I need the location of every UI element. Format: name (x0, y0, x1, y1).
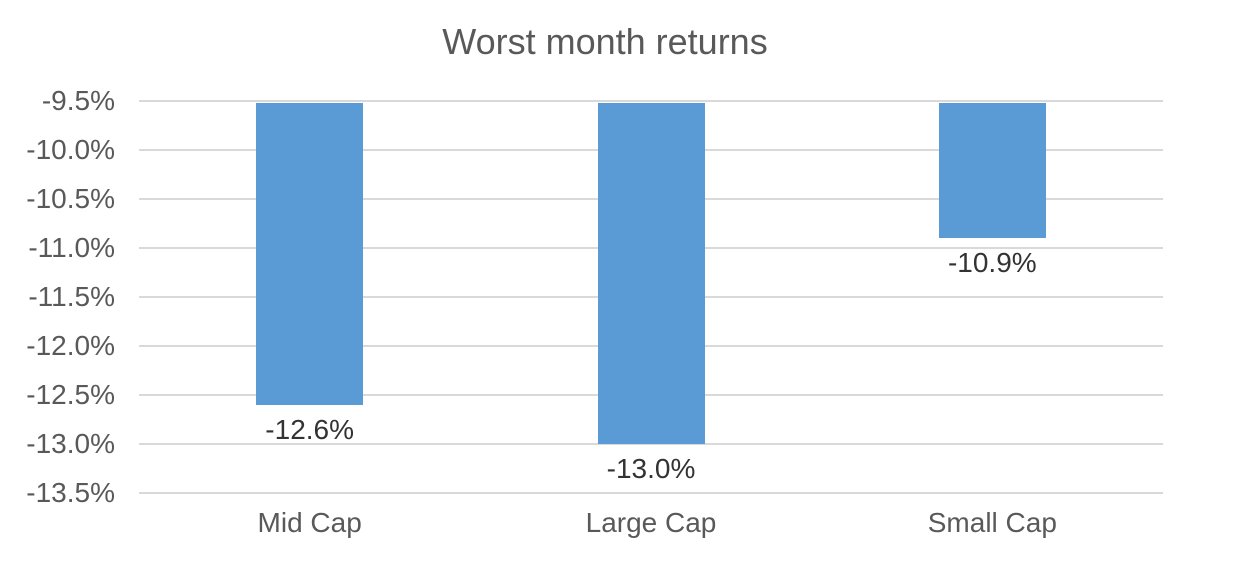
x-category-label-mid-cap: Mid Cap (257, 507, 362, 538)
gridline (139, 492, 1163, 494)
y-tick-label: -10.5% (26, 183, 115, 214)
y-tick-label: -11.0% (28, 232, 115, 263)
y-tick-label: -12.0% (26, 330, 115, 361)
y-tick-label: -11.5% (28, 281, 115, 312)
chart-title: Worst month returns (442, 21, 768, 62)
y-tick-label: -13.0% (26, 428, 115, 459)
bar-small-cap (938, 103, 1046, 239)
y-tick-label: -12.5% (26, 379, 115, 410)
y-tick-label: -10.0% (26, 134, 115, 165)
plot-area: -12.6% -13.0% -10.9% (139, 100, 1163, 494)
x-axis: Mid Cap Large Cap Small Cap (139, 509, 1163, 543)
gridline (139, 100, 1163, 102)
y-tick-label: -9.5% (41, 85, 115, 116)
y-tick-label: -13.5% (26, 477, 115, 508)
data-label-small-cap: -10.9% (947, 247, 1037, 279)
gridline (139, 443, 1163, 445)
x-category-label-small-cap: Small Cap (927, 507, 1057, 538)
x-category-label-large-cap: Large Cap (585, 507, 717, 538)
data-label-large-cap: -13.0% (606, 453, 696, 484)
bar-large-cap (597, 103, 705, 444)
y-axis: -9.5% -10.0% -10.5% -11.0% -11.5% -12.0% -12.5… (0, 0, 115, 583)
bar-mid-cap (256, 103, 364, 405)
data-label-mid-cap: -12.6% (265, 413, 355, 445)
